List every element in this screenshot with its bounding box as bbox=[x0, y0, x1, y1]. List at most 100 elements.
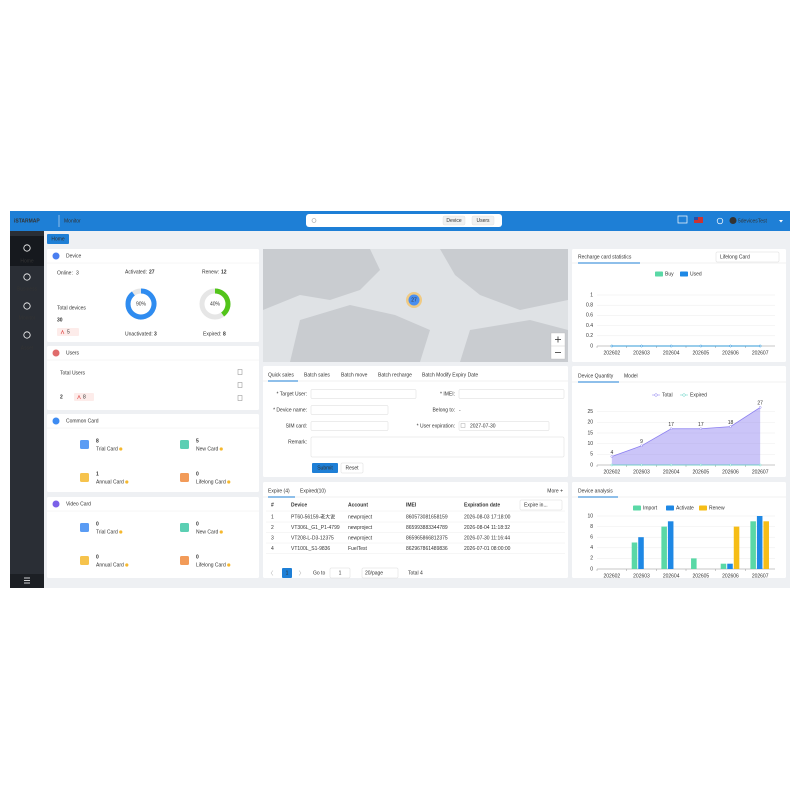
table-tab[interactable]: Expired(10) bbox=[300, 488, 326, 494]
chart-tab[interactable]: Device Quantity bbox=[578, 373, 614, 379]
column-header: Expiration date bbox=[464, 502, 500, 508]
y-tick-label: 6 bbox=[590, 535, 593, 541]
card-label: Annual Card bbox=[96, 562, 124, 568]
stat-label: Renew: bbox=[202, 269, 219, 275]
y-tick-label: 8 bbox=[590, 524, 593, 530]
x-tick-label: 202605 bbox=[692, 573, 709, 579]
sidebar-item[interactable]: Monitor bbox=[19, 315, 36, 321]
legend-label[interactable]: Buy bbox=[665, 272, 674, 278]
input[interactable] bbox=[310, 405, 389, 415]
panel bbox=[572, 366, 786, 477]
legend-label[interactable]: Import bbox=[643, 506, 658, 512]
point bbox=[758, 406, 762, 409]
sidebar-item[interactable]: Business bbox=[17, 286, 38, 292]
legend-swatch bbox=[666, 505, 674, 511]
sidebar-icon[interactable] bbox=[23, 273, 31, 281]
globe-icon[interactable] bbox=[716, 217, 724, 225]
table-tab[interactable]: Expire (4) bbox=[268, 488, 290, 494]
user-action-icon[interactable] bbox=[237, 369, 243, 375]
stat-label: Online: bbox=[57, 270, 73, 276]
x-tick-label: 202607 bbox=[752, 350, 769, 356]
total-value: 2 bbox=[60, 394, 63, 400]
sidebar-icon[interactable] bbox=[23, 302, 31, 310]
legend-label[interactable]: Used bbox=[690, 272, 702, 278]
sidebar-item[interactable]: Home bbox=[20, 258, 34, 264]
info-dot bbox=[119, 447, 123, 451]
filter-label[interactable]: Expire in... bbox=[524, 502, 548, 508]
prev-page[interactable] bbox=[270, 570, 274, 576]
cell[interactable]: 862967861489836 bbox=[406, 546, 448, 552]
legend-label[interactable]: Activate bbox=[676, 506, 694, 512]
x-tick-label: 202603 bbox=[633, 350, 650, 356]
stat-value: 8 bbox=[223, 331, 226, 337]
form-tab[interactable]: Batch move bbox=[341, 372, 368, 378]
input[interactable] bbox=[458, 421, 550, 431]
input[interactable] bbox=[310, 389, 417, 399]
reset-button[interactable] bbox=[340, 462, 364, 474]
search-tab[interactable] bbox=[442, 215, 466, 226]
submit-button[interactable] bbox=[312, 463, 338, 473]
sidebar-icon[interactable] bbox=[23, 331, 31, 339]
page-button[interactable] bbox=[282, 568, 292, 578]
field-label: Belong to: bbox=[432, 407, 455, 413]
goto-input[interactable] bbox=[329, 567, 351, 579]
select-label[interactable]: Lifelong Card bbox=[720, 255, 750, 261]
search-tab-label[interactable]: Device bbox=[446, 218, 462, 224]
legend-label[interactable]: Expired bbox=[690, 393, 707, 399]
legend-swatch bbox=[655, 271, 663, 277]
cell[interactable]: 865965866812375 bbox=[406, 535, 448, 541]
user-action-icon[interactable] bbox=[237, 382, 243, 388]
search-tab[interactable] bbox=[471, 215, 495, 226]
input[interactable] bbox=[310, 436, 565, 458]
chart-tab[interactable]: Model bbox=[624, 373, 638, 379]
bar bbox=[756, 516, 763, 569]
total-value: 30 bbox=[57, 317, 63, 323]
avatar[interactable] bbox=[729, 217, 737, 224]
more-link[interactable]: More + bbox=[547, 488, 563, 494]
input[interactable] bbox=[458, 389, 565, 399]
next-page[interactable] bbox=[298, 570, 302, 576]
legend-label[interactable]: Total bbox=[662, 393, 673, 399]
button-label[interactable]: Submit bbox=[317, 466, 333, 472]
sidebar-item[interactable]: Asset bbox=[21, 345, 34, 351]
button-label[interactable]: Reset bbox=[345, 466, 359, 472]
panel-icon bbox=[52, 417, 60, 425]
legend-label[interactable]: Renew bbox=[709, 506, 725, 512]
input[interactable] bbox=[310, 421, 389, 431]
search-tab-label[interactable]: Users bbox=[476, 218, 490, 224]
breadcrumb[interactable]: Home bbox=[51, 237, 65, 243]
card-icon bbox=[80, 440, 89, 449]
form-tab[interactable]: Batch sales bbox=[304, 372, 330, 378]
bar bbox=[727, 563, 733, 569]
bar bbox=[750, 521, 756, 569]
cell[interactable]: 865993883344789 bbox=[406, 525, 448, 531]
x-tick-label: 202606 bbox=[722, 350, 739, 356]
sidebar-icon[interactable] bbox=[23, 244, 31, 252]
card-type-select[interactable] bbox=[715, 251, 780, 263]
page-size-select[interactable] bbox=[361, 567, 399, 579]
line bbox=[611, 407, 761, 457]
card-count: 0 bbox=[196, 521, 199, 527]
cell[interactable]: 860573081658159 bbox=[406, 514, 448, 520]
gauge-label: 90% bbox=[136, 302, 147, 308]
user-name[interactable]: 5devicesTest bbox=[738, 218, 768, 224]
form-tab[interactable]: Quick sales bbox=[268, 372, 294, 378]
card-count: 0 bbox=[96, 554, 99, 560]
form-tab[interactable]: Batch Modify Expiry Date bbox=[422, 372, 478, 378]
page-size[interactable]: 20/page bbox=[365, 571, 383, 577]
panel bbox=[572, 482, 786, 578]
point bbox=[729, 463, 732, 467]
filter-select[interactable] bbox=[519, 499, 563, 511]
bar bbox=[631, 542, 638, 569]
message-icon[interactable] bbox=[677, 215, 688, 224]
breadcrumb-tab[interactable] bbox=[47, 234, 69, 244]
map-cluster[interactable] bbox=[408, 294, 420, 306]
language-flag[interactable] bbox=[694, 217, 703, 223]
info-dot bbox=[227, 480, 231, 484]
page-number[interactable]: 1 bbox=[286, 571, 289, 577]
form-tab[interactable]: Batch recharge bbox=[378, 372, 412, 378]
point bbox=[640, 463, 643, 467]
user-action-icon[interactable] bbox=[237, 395, 243, 401]
